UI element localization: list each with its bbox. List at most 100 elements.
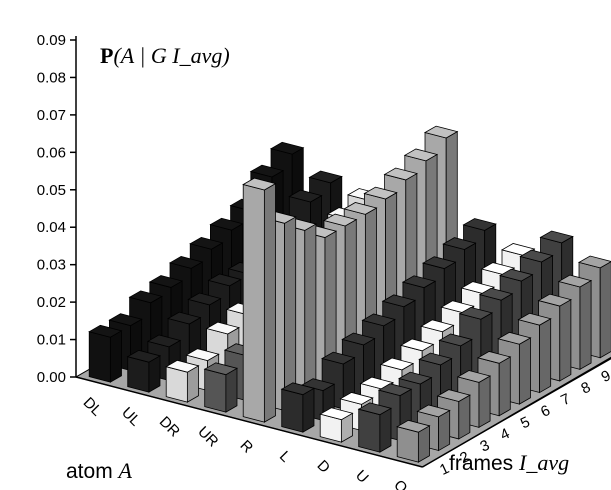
frame-tick-9: 9: [599, 367, 611, 386]
bar-front-face: [88, 331, 111, 383]
bar-top-face: [363, 186, 398, 200]
frame-tick-6: 6: [538, 402, 553, 421]
bar-top-face: [165, 359, 200, 373]
bar-DL-frame-1: [88, 324, 123, 383]
bar-side-face: [263, 182, 276, 423]
atom-axis-line: [75, 376, 423, 468]
bar-top-face: [321, 351, 356, 365]
atom-tick-DR: DR: [156, 413, 183, 440]
atom-tick-O: O: [390, 477, 410, 490]
bar-top-face: [203, 362, 239, 376]
bar-side-face: [225, 367, 238, 413]
bar-top-face: [403, 148, 439, 162]
bar-top-face: [500, 243, 536, 256]
bar-top-face: [497, 331, 532, 345]
bar-top-face: [128, 290, 163, 304]
x-axis-label: atom A: [66, 458, 133, 483]
bar-R-frame-1: [242, 177, 277, 423]
bar-top-face: [207, 273, 242, 287]
bar-top-face: [88, 324, 123, 338]
bar-top-face: [108, 313, 143, 327]
bar-top-face: [398, 371, 433, 385]
z-tick-label: 0.04: [37, 219, 66, 236]
atom-tick-L: L: [276, 448, 294, 466]
bar-top-face: [205, 321, 240, 335]
bar-front-face: [281, 388, 304, 433]
bar-side-face: [559, 298, 572, 382]
z-tick-label: 0.00: [37, 369, 66, 386]
bar-top-face: [288, 189, 323, 203]
bar-top-face: [440, 300, 475, 314]
chart-title: P(A | G I_avg): [100, 43, 230, 68]
z-tick-label: 0.03: [37, 257, 66, 274]
bar-front-face: [396, 426, 419, 463]
x-axis-label-var: A: [117, 458, 133, 483]
atom-tick-R: R: [237, 437, 257, 457]
bar-top-face: [399, 338, 435, 352]
bar-top-face: [168, 256, 204, 269]
bar-side-face: [579, 279, 592, 371]
atom-tick-U: U: [352, 467, 372, 487]
bar-top-face: [242, 177, 277, 191]
bar-top-face: [539, 230, 574, 244]
bar-top-face: [401, 275, 437, 289]
bar-side-face: [302, 387, 315, 433]
bar-top-face: [249, 164, 285, 178]
bar-DR-frame-1: [165, 359, 200, 403]
z-tick-label: 0.01: [37, 332, 66, 349]
bar-top-face: [442, 237, 477, 250]
bar-D-frame-1: [319, 407, 354, 443]
bar-top-face: [416, 404, 451, 418]
atom-tick-D: D: [314, 457, 334, 477]
atom-tick-UR: UR: [194, 423, 221, 450]
bar-top-face: [537, 293, 572, 307]
bar-top-face: [361, 313, 396, 327]
bar-top-face: [185, 348, 220, 362]
z-tick-label: 0.07: [37, 107, 66, 124]
bar-top-face: [420, 319, 455, 333]
bar-top-face: [381, 294, 417, 308]
bar-top-face: [557, 274, 593, 288]
bar-top-face: [189, 236, 224, 250]
bar-side-face: [599, 261, 611, 359]
bar-side-face: [458, 394, 471, 440]
bar-top-face: [148, 275, 184, 288]
bar-top-face: [517, 312, 552, 326]
bar-top-face: [379, 357, 415, 371]
bar-top-face: [458, 306, 494, 320]
bar-front-face: [165, 366, 188, 403]
z-tick-label: 0.09: [37, 32, 66, 49]
chart-title-bold: P: [100, 43, 113, 68]
bar-top-face: [280, 382, 316, 396]
x-axis-label-prefix: atom: [66, 460, 113, 483]
bar-top-face: [146, 334, 182, 348]
frame-tick-5: 5: [518, 413, 533, 432]
bar-top-face: [462, 218, 497, 231]
frame-tick-7: 7: [558, 390, 573, 409]
bar-top-face: [269, 141, 305, 155]
bar-front-face: [204, 368, 227, 413]
y-axis-label-var: I_avg: [518, 450, 569, 475]
bar-top-face: [436, 389, 471, 402]
bar-top-face: [209, 217, 244, 231]
frame-axis-line: [422, 356, 611, 468]
frame-tick-8: 8: [579, 379, 594, 398]
bar-front-face: [242, 183, 265, 423]
bars: [88, 125, 611, 463]
z-tick-label: 0.05: [37, 182, 66, 199]
bar-side-face: [539, 318, 552, 394]
bar-top-face: [300, 378, 336, 392]
bar-top-face: [456, 370, 492, 383]
bar-top-face: [476, 351, 512, 364]
bar-top-face: [126, 349, 162, 363]
bar-O-frame-1: [396, 419, 431, 463]
frame-tick-4: 4: [498, 425, 513, 444]
bar-top-face: [187, 292, 222, 306]
chart-title-rest: (A | G I_avg): [113, 43, 229, 68]
bar-top-face: [519, 249, 554, 263]
bar-front-face: [127, 356, 150, 393]
bar-L-frame-1: [280, 382, 316, 433]
bar-top-face: [377, 383, 413, 397]
bar-front-face: [358, 408, 381, 453]
